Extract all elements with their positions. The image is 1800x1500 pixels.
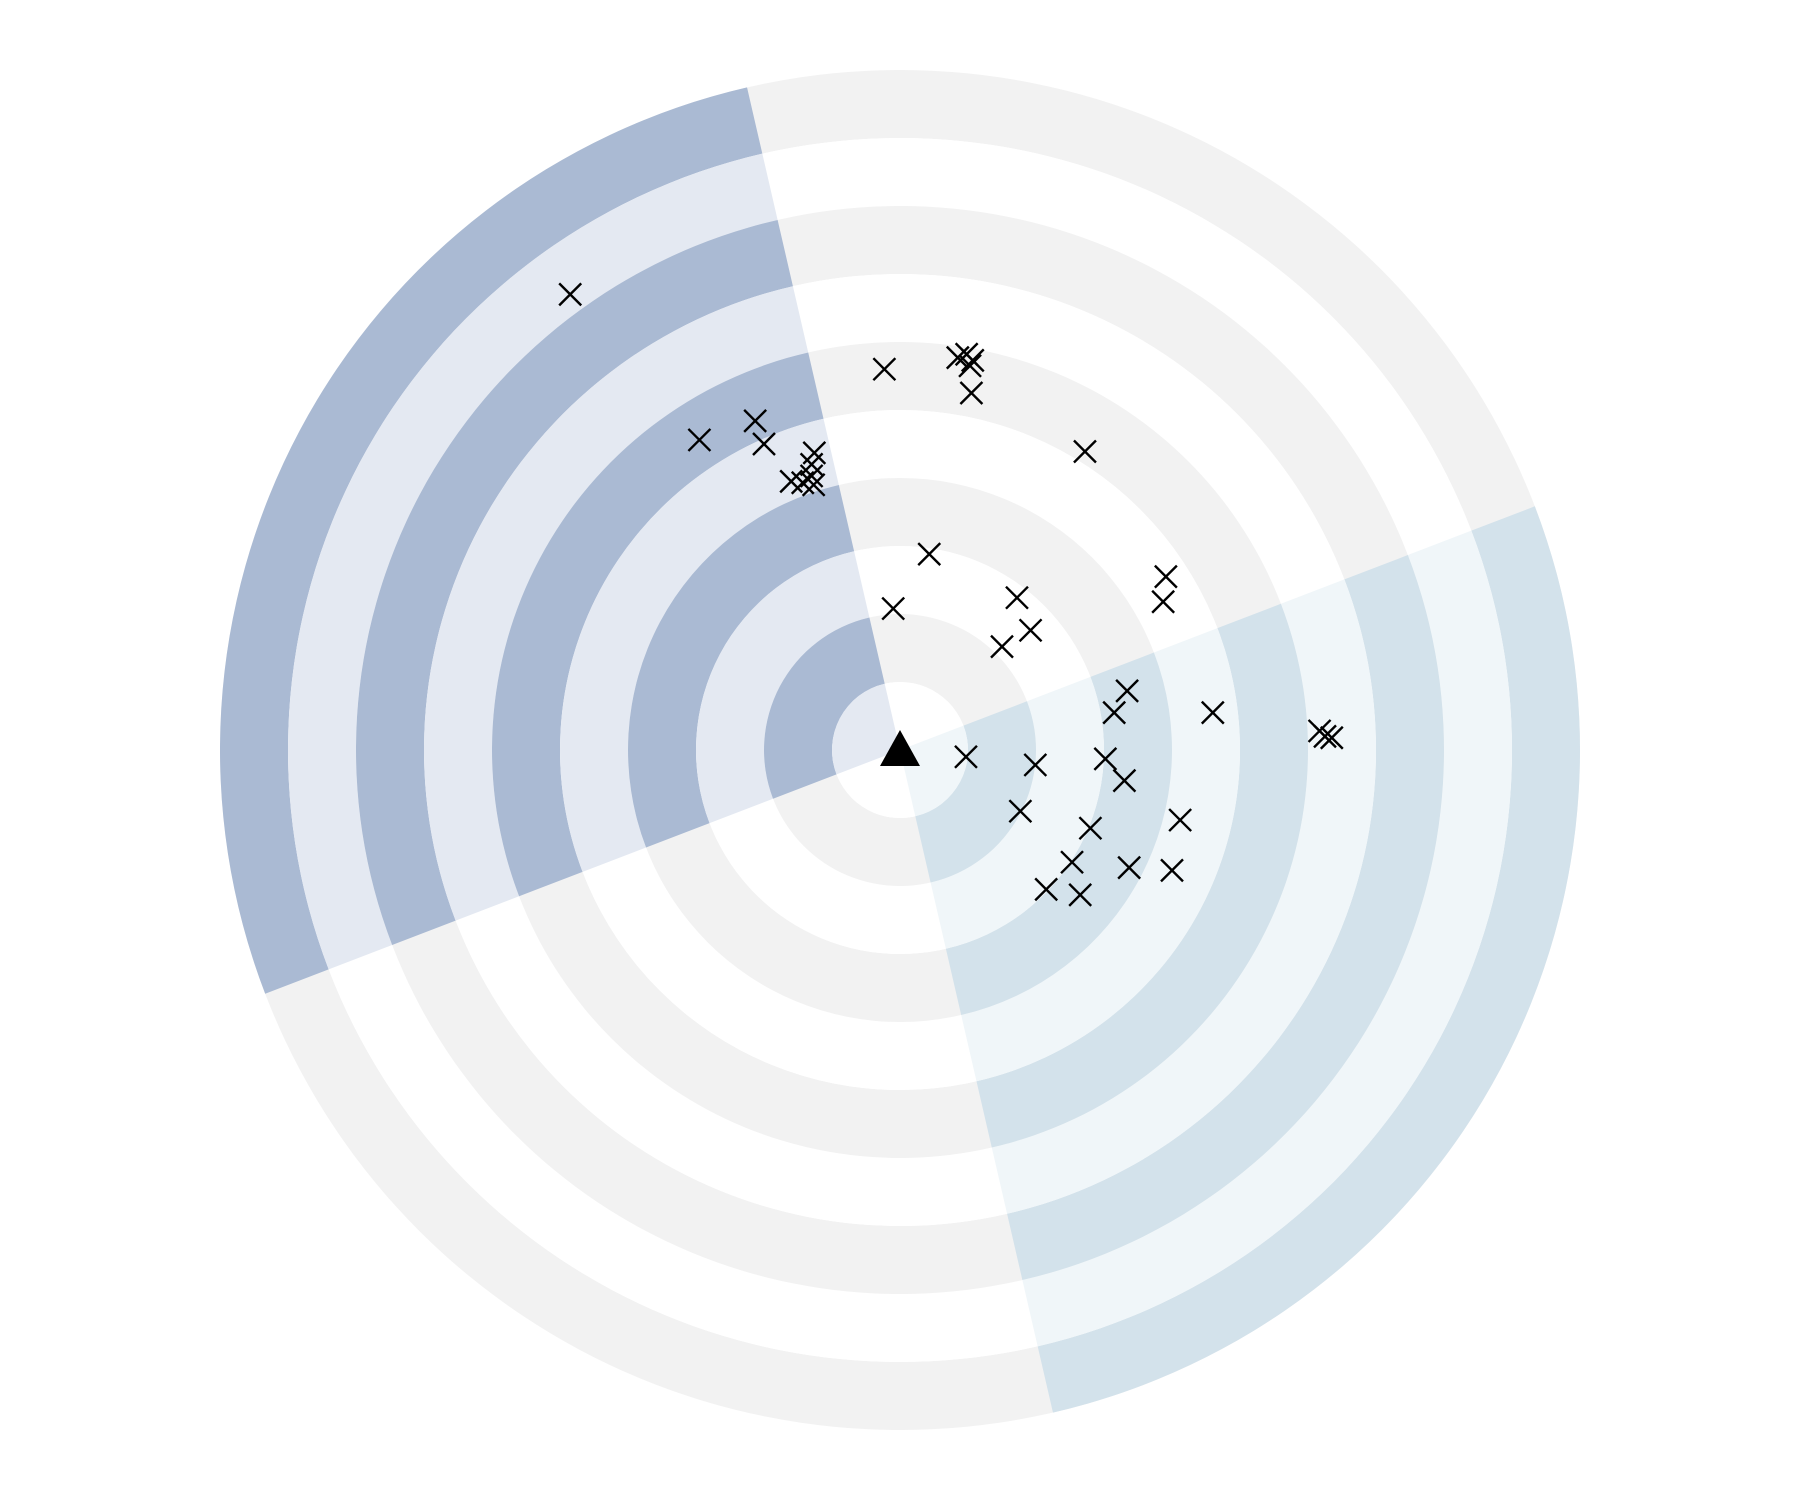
- data-point: [1117, 855, 1142, 880]
- data-point: [1078, 816, 1103, 841]
- sector-band: [696, 551, 870, 824]
- data-point: [752, 432, 776, 456]
- data-point: [1073, 439, 1097, 464]
- data-point: [1154, 564, 1178, 589]
- data-points: [558, 282, 1344, 907]
- data-point: [958, 353, 982, 378]
- data-point: [954, 744, 978, 769]
- data-point: [1115, 678, 1139, 703]
- data-point: [687, 428, 712, 452]
- sector-band: [1037, 506, 1580, 1413]
- sector-band: [915, 701, 1036, 883]
- data-point: [990, 634, 1014, 659]
- data-point: [959, 381, 984, 405]
- sector-band: [220, 87, 763, 994]
- data-point: [743, 409, 768, 433]
- data-point: [1068, 882, 1093, 907]
- sector-band: [961, 628, 1241, 1082]
- data-point: [960, 348, 985, 373]
- data-point: [558, 282, 583, 307]
- sector-band: [976, 603, 1308, 1148]
- center-triangle-marker: [880, 730, 920, 766]
- data-point: [881, 596, 906, 621]
- data-point: [799, 452, 824, 477]
- data-point: [1313, 724, 1337, 749]
- sector-band: [832, 683, 900, 775]
- sector-band: [287, 153, 778, 970]
- data-point: [1200, 700, 1225, 725]
- data-point: [1008, 799, 1033, 824]
- sector-band: [945, 652, 1172, 1016]
- data-point: [790, 470, 815, 495]
- data-point: [917, 542, 942, 567]
- data-point: [1112, 768, 1137, 793]
- data-point: [1102, 700, 1127, 725]
- sector-band: [764, 617, 885, 799]
- data-point: [779, 469, 804, 494]
- sector-band: [424, 286, 809, 921]
- data-point: [1018, 618, 1043, 643]
- sector-bands: [220, 87, 1580, 1413]
- data-point: [1023, 753, 1048, 777]
- data-point: [1151, 589, 1176, 614]
- sector-band: [900, 725, 968, 817]
- data-point: [872, 357, 897, 382]
- data-point: [945, 345, 970, 370]
- data-point: [1034, 877, 1059, 902]
- data-point: [1005, 585, 1029, 610]
- sector-band: [356, 219, 793, 945]
- data-point: [1168, 808, 1193, 832]
- center-marker-layer: [880, 730, 920, 766]
- sector-band: [1022, 530, 1512, 1347]
- data-point: [1093, 746, 1118, 771]
- data-point: [801, 472, 826, 497]
- data-point: [1060, 850, 1084, 875]
- sector-band: [491, 352, 824, 897]
- data-point: [1160, 858, 1184, 883]
- data-point: [1319, 725, 1344, 750]
- sector-band: [930, 676, 1104, 949]
- sector-band: [1007, 555, 1444, 1281]
- sector-band: [991, 579, 1377, 1214]
- sector-band: [627, 484, 855, 848]
